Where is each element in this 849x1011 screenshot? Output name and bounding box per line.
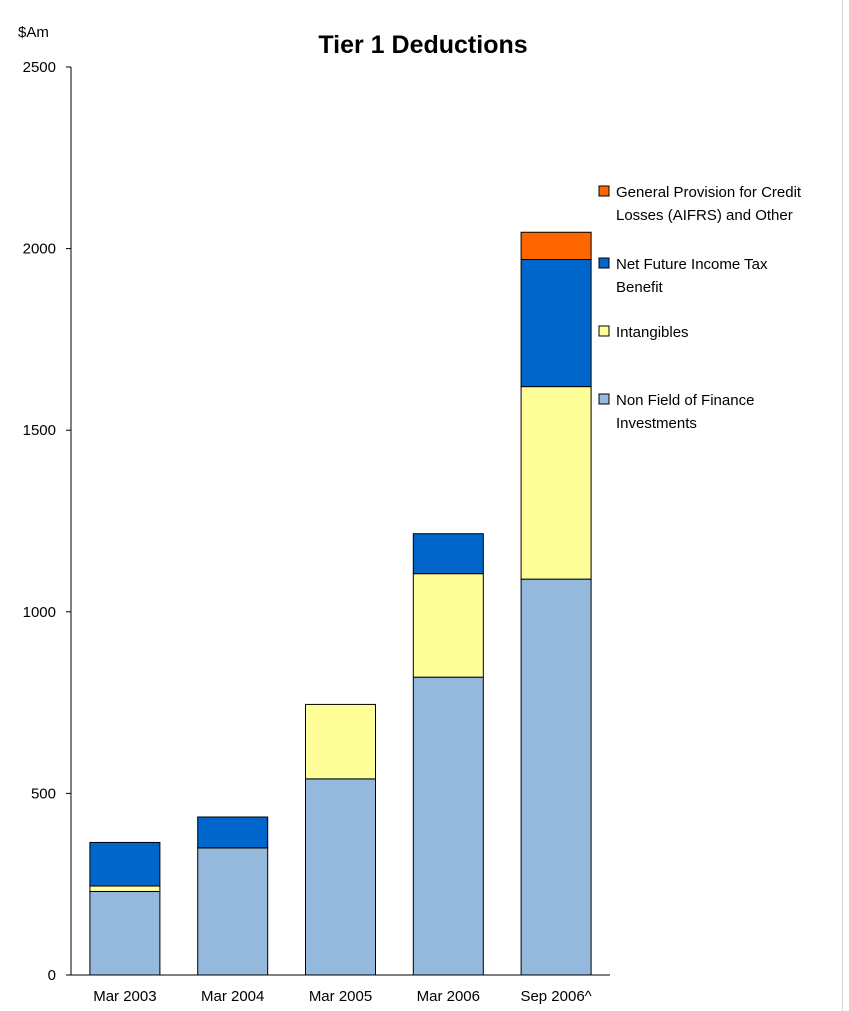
bar-segment-4-5 <box>520 231 592 260</box>
bar-segment-3-1 <box>89 841 161 887</box>
legend-label: Intangibles <box>616 324 689 341</box>
bar-segment-2-5 <box>520 386 592 580</box>
legend-label: Losses (AIFRS) and Other <box>616 207 793 224</box>
x-axis: Mar 2003 Mar 2004 Mar 2005 Mar 2006 Sep 2006… <box>71 974 610 1005</box>
y-tick-label: 0 <box>48 967 56 984</box>
y-tick-label: 2000 <box>23 241 56 258</box>
legend-label: General Provision for Credit <box>616 184 802 201</box>
legend: General Provision for Credit Losses (AIFR… <box>598 184 802 432</box>
bar-segment-2-4 <box>412 573 484 678</box>
bar-segment-3-5 <box>520 258 592 388</box>
bar-segment-2-3 <box>305 703 376 780</box>
legend-swatch-1 <box>598 393 610 405</box>
right-edge-line <box>842 0 843 1011</box>
bar-segment-1-1 <box>89 890 161 976</box>
x-tick-label: Sep 2006^ <box>520 988 591 1005</box>
legend-label: Net Future Income Tax <box>616 256 768 273</box>
legend-label: Benefit <box>616 279 664 296</box>
bar-segment-1-5 <box>520 578 592 976</box>
x-tick-label: Mar 2004 <box>201 988 264 1005</box>
bar-segment-1-3 <box>305 778 376 976</box>
bar-segment-1-4 <box>412 676 484 976</box>
y-tick-label: 2500 <box>23 59 56 76</box>
bars-group <box>89 231 592 976</box>
y-axis: 0 500 1000 1500 2000 2500 <box>23 59 72 984</box>
y-tick-label: 1500 <box>23 422 56 439</box>
legend-label: Non Field of Finance <box>616 392 754 409</box>
legend-swatch-2 <box>598 325 610 337</box>
legend-swatch-4 <box>598 185 610 197</box>
chart-title: Tier 1 Deductions <box>318 31 527 59</box>
x-tick-label: Mar 2006 <box>417 988 480 1005</box>
y-tick-label: 1000 <box>23 604 56 621</box>
y-axis-unit-label: $Am <box>18 24 49 41</box>
bar-segment-1-2 <box>197 847 269 976</box>
bar-segment-3-2 <box>197 816 269 849</box>
legend-swatch-3 <box>598 257 610 269</box>
y-tick-label: 500 <box>31 785 56 802</box>
bar-segment-2-1 <box>89 885 161 892</box>
x-tick-label: Mar 2005 <box>309 988 372 1005</box>
legend-label: Investments <box>616 415 697 432</box>
bar-segment-3-4 <box>412 533 484 575</box>
x-tick-label: Mar 2003 <box>93 988 156 1005</box>
